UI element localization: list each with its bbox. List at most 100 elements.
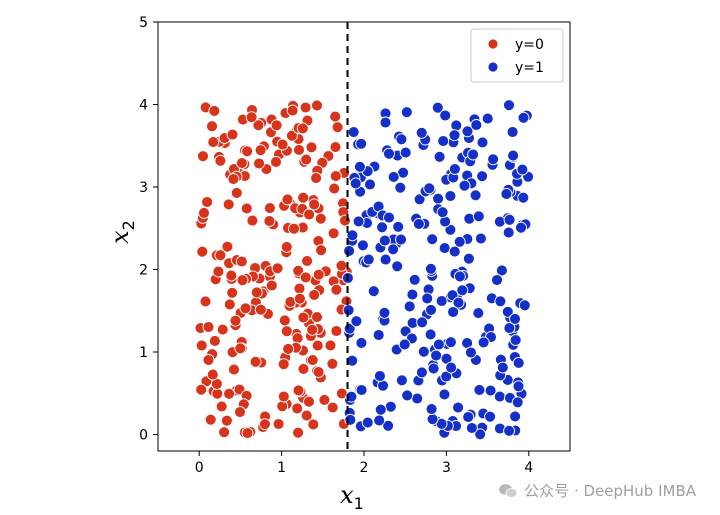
- data-point-y1: [448, 245, 461, 258]
- data-point-y1: [342, 304, 355, 317]
- data-point-y1: [379, 116, 392, 129]
- data-point-y0: [311, 99, 323, 112]
- data-point-y0: [328, 182, 341, 195]
- data-point-y1: [395, 374, 408, 387]
- data-point-y0: [196, 245, 209, 258]
- data-point-y0: [195, 339, 208, 352]
- legend-label-y1: y=1: [515, 60, 544, 76]
- data-point-y1: [415, 366, 428, 379]
- data-point-y0: [276, 400, 289, 413]
- data-point-y1: [347, 126, 360, 139]
- data-point-y0: [207, 136, 220, 149]
- data-point-y0: [281, 193, 294, 206]
- data-point-y1: [512, 356, 525, 369]
- data-point-y1: [477, 336, 490, 349]
- data-point-y0: [211, 387, 224, 400]
- data-point-y0: [225, 269, 238, 282]
- data-point-y1: [470, 119, 483, 131]
- data-point-y1: [432, 192, 445, 205]
- y-axis-label: x2: [106, 220, 138, 244]
- data-point-y1: [448, 129, 461, 142]
- data-point-y1: [456, 284, 469, 297]
- legend-marker-y0: [487, 38, 499, 50]
- data-point-y1: [425, 303, 437, 316]
- data-point-y0: [198, 206, 210, 219]
- data-point-y0: [228, 363, 240, 376]
- data-point-y0: [330, 283, 343, 296]
- data-point-y0: [206, 120, 218, 133]
- data-point-y1: [506, 126, 519, 138]
- data-point-y0: [258, 418, 271, 431]
- x-tick-label: 0: [195, 460, 204, 476]
- data-point-y1: [445, 361, 458, 374]
- data-point-y0: [315, 244, 328, 257]
- data-point-y0: [202, 321, 215, 333]
- data-point-y0: [254, 144, 267, 157]
- data-point-y0: [305, 141, 318, 154]
- data-point-y1: [398, 338, 411, 351]
- data-point-y1: [431, 101, 444, 114]
- data-point-y1: [500, 187, 513, 200]
- x-ticks: 0 1 2 3 4: [195, 451, 533, 476]
- data-point-y0: [312, 268, 325, 281]
- data-point-y1: [462, 411, 475, 423]
- data-point-y1: [444, 223, 457, 236]
- data-point-y1: [349, 177, 362, 190]
- data-point-y0: [230, 186, 243, 199]
- data-point-y1: [352, 215, 365, 228]
- data-point-y1: [362, 253, 375, 266]
- y-tick-label: 1: [139, 345, 148, 361]
- data-point-y1: [387, 170, 400, 183]
- data-point-y0: [235, 157, 248, 170]
- legend-marker-y1: [487, 61, 499, 73]
- data-point-y1: [461, 125, 474, 138]
- data-point-y0: [330, 325, 343, 337]
- data-point-y0: [300, 153, 313, 166]
- data-point-y0: [329, 141, 342, 154]
- data-point-y0: [280, 325, 293, 338]
- data-point-y0: [282, 342, 295, 355]
- data-point-y1: [374, 403, 387, 416]
- data-point-y0: [263, 202, 276, 215]
- data-point-y1: [516, 163, 529, 176]
- data-point-y1: [509, 410, 522, 423]
- data-point-y0: [300, 409, 313, 422]
- data-point-y1: [450, 119, 463, 132]
- data-point-y1: [343, 244, 356, 257]
- data-point-y0: [327, 227, 340, 240]
- data-point-y1: [436, 206, 449, 219]
- data-point-y0: [216, 323, 229, 336]
- data-point-y0: [227, 173, 240, 186]
- data-point-y0: [234, 342, 247, 355]
- data-point-y0: [339, 214, 351, 227]
- data-point-y0: [222, 198, 235, 211]
- data-point-y0: [292, 264, 305, 277]
- data-point-y1: [378, 306, 391, 319]
- data-point-y0: [280, 240, 293, 253]
- data-point-y0: [329, 110, 342, 123]
- data-point-y1: [421, 292, 434, 305]
- data-point-y1: [403, 300, 416, 313]
- y-tick-label: 5: [139, 15, 148, 31]
- data-point-y0: [220, 414, 233, 427]
- data-point-y0: [297, 191, 310, 204]
- data-point-y0: [241, 427, 254, 440]
- data-point-y0: [202, 354, 215, 366]
- data-point-y1: [399, 146, 412, 159]
- data-point-y0: [306, 354, 319, 367]
- data-point-y1: [464, 346, 477, 359]
- data-point-y0: [234, 406, 246, 418]
- data-point-y1: [353, 160, 366, 173]
- data-point-y0: [229, 314, 242, 327]
- data-point-y1: [472, 210, 485, 223]
- x-tick-label: 2: [360, 460, 369, 476]
- data-point-y1: [474, 428, 487, 441]
- data-point-y0: [208, 104, 221, 117]
- data-point-y0: [239, 302, 252, 315]
- data-point-y1: [495, 264, 508, 277]
- data-point-y1: [517, 191, 530, 204]
- data-point-y1: [502, 226, 515, 239]
- data-point-y1: [452, 296, 465, 309]
- data-point-y1: [367, 285, 380, 298]
- points-layer: [194, 99, 535, 441]
